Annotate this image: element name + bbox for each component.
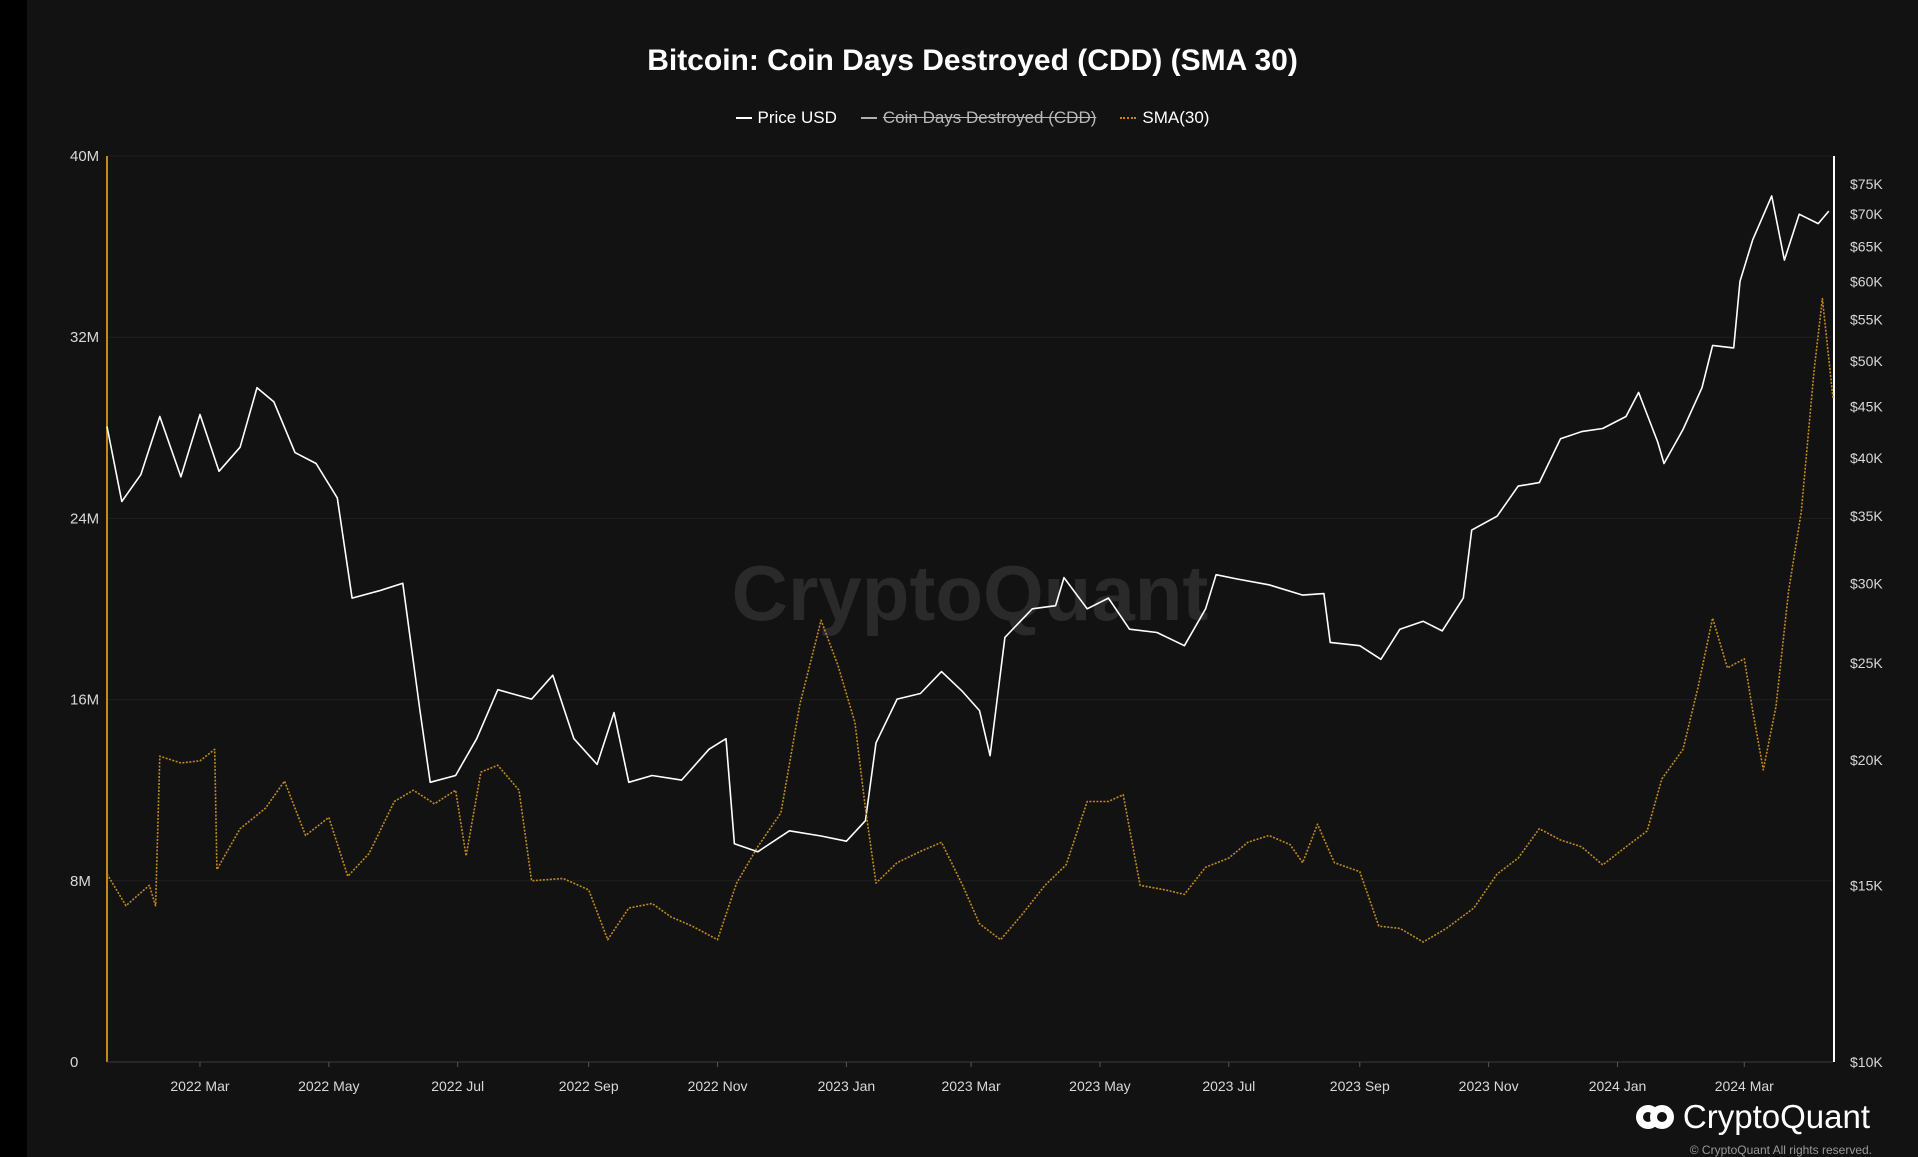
- y-right-tick-label: $10K: [1850, 1054, 1883, 1070]
- x-tick-label: 2022 Nov: [688, 1078, 748, 1094]
- watermark: CryptoQuant: [732, 549, 1209, 637]
- legend-label-cdd: Coin Days Destroyed (CDD): [882, 108, 1097, 127]
- y-left-tick-label: 16M: [70, 692, 99, 709]
- price-usd-line: [106, 195, 1830, 853]
- y-right-tick-label: $15K: [1850, 877, 1883, 893]
- y-right-tick-label: $40K: [1850, 450, 1883, 466]
- y-right-tick-label: $20K: [1850, 752, 1883, 768]
- legend-label-sma: SMA(30): [1142, 108, 1210, 127]
- y-left-tick-label: 0: [70, 1054, 78, 1071]
- y-right-tick-label: $75K: [1850, 176, 1883, 192]
- cryptoquant-logo-icon: [1635, 1105, 1674, 1129]
- legend-item-sma[interactable]: SMA(30): [1120, 108, 1209, 128]
- y-left-tick-label: 32M: [70, 329, 99, 346]
- legend-swatch-sma: [1120, 117, 1137, 119]
- legend-label-price: Price USD: [757, 108, 837, 127]
- x-tick-label: 2024 Jan: [1589, 1078, 1647, 1094]
- y-left-tick-label: 8M: [70, 873, 91, 890]
- x-tick-label: 2024 Mar: [1715, 1078, 1774, 1094]
- x-tick-label: 2023 Nov: [1459, 1078, 1519, 1094]
- x-tick-label: 2022 Mar: [170, 1078, 229, 1094]
- x-tick-label: 2023 Jul: [1202, 1078, 1255, 1094]
- y-left-tick-label: 24M: [70, 510, 99, 527]
- sma30-line: [106, 297, 1834, 943]
- x-tick-label: 2023 May: [1069, 1078, 1130, 1094]
- y-right-tick-label: $35K: [1850, 508, 1883, 524]
- y-right-tick-label: $25K: [1850, 655, 1883, 671]
- y-right-tick-label: $65K: [1850, 238, 1883, 254]
- x-tick-label: 2022 Sep: [559, 1078, 619, 1094]
- x-tick-label: 2023 Sep: [1330, 1078, 1390, 1094]
- legend-swatch-price: [735, 117, 752, 119]
- y-left-tick-label: 40M: [70, 148, 99, 165]
- chart-title: Bitcoin: Coin Days Destroyed (CDD) (SMA …: [647, 44, 1298, 77]
- y-right-tick-label: $45K: [1850, 399, 1883, 415]
- y-right-tick-label: $55K: [1850, 311, 1883, 327]
- y-right-tick-label: $30K: [1850, 575, 1883, 591]
- legend-item-price[interactable]: Price USD: [735, 108, 837, 128]
- legend-swatch-cdd: [860, 117, 877, 119]
- x-tick-label: 2022 May: [298, 1078, 359, 1094]
- copyright: © CryptoQuant All rights reserved.: [1689, 1143, 1872, 1157]
- legend: Price USD Coin Days Destroyed (CDD) SMA(…: [27, 108, 1918, 128]
- brand-logo: CryptoQuant: [1635, 1098, 1870, 1136]
- x-tick-label: 2023 Mar: [941, 1078, 1000, 1094]
- brand-logo-text: CryptoQuant: [1682, 1098, 1870, 1135]
- x-tick-label: 2022 Jul: [431, 1078, 484, 1094]
- y-right-tick-label: $50K: [1850, 353, 1883, 369]
- x-tick-label: 2023 Jan: [818, 1078, 876, 1094]
- y-right-tick-label: $70K: [1850, 206, 1883, 222]
- chart-frame: Bitcoin: Coin Days Destroyed (CDD) (SMA …: [27, 0, 1918, 1157]
- legend-item-cdd[interactable]: Coin Days Destroyed (CDD): [860, 108, 1097, 128]
- y-right-tick-label: $60K: [1850, 273, 1883, 289]
